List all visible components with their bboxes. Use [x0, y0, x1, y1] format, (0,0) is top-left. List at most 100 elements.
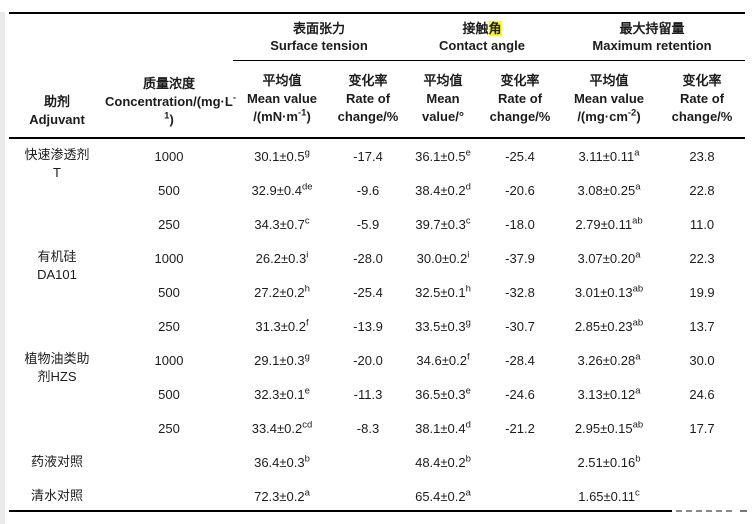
contact-angle-mean-value: 39.7±0.3c: [415, 215, 471, 232]
bottom-rule-faded-dashes: [676, 509, 736, 512]
contact-angle-rate-of-change: -37.9: [505, 250, 535, 266]
contact-angle-rate-of-change: -32.8: [505, 284, 535, 300]
concentration-value: 500: [158, 386, 180, 402]
adjuvant-name: 有机硅 DA101: [37, 249, 77, 282]
contact-angle-rate-of-change: -20.6: [505, 182, 535, 198]
subheader-surface-tension-rate: 变化率 Rate of change/%: [331, 60, 405, 139]
max-retention-mean-value: 3.13±0.12a: [577, 385, 641, 402]
max-retention-mean-value: 1.65±0.11c: [578, 487, 640, 504]
concentration-value: 1000: [154, 352, 184, 368]
table-row: 植物油类助 剂HZS 1000 29.1±0.3g -20.0 34.6±0.2f -28.…: [9, 343, 745, 384]
surface-tension-mean-value: 30.1±0.5g: [254, 147, 310, 164]
surface-tension-rate-of-change: -9.6: [356, 182, 380, 198]
surface-tension-rate-of-change: -17.4: [353, 148, 383, 164]
table-row: 500 32.3±0.1e -11.3 36.5±0.3e -24.6 3.13±0.12…: [9, 377, 745, 411]
contact-angle-mean-value: 38.4±0.2d: [415, 181, 471, 198]
surface-tension-mean-value: 32.3±0.1e: [254, 385, 310, 402]
adjuvant-properties-table: 助剂 Adjuvant 质量浓度 Concentration/(mg·L-1) …: [9, 12, 745, 513]
header-group-row: 助剂 Adjuvant 质量浓度 Concentration/(mg·L-1) …: [9, 13, 745, 139]
surface-tension-rate-of-change: -20.0: [353, 352, 383, 368]
surface-tension-rate-of-change: [331, 445, 405, 479]
table-row: 快速渗透剂 T 1000 30.1±0.5g -17.4 36.1±0.5e -25.4 3.…: [9, 138, 745, 180]
surface-tension-mean-value: 27.2±0.2h: [254, 283, 310, 300]
table-row: 500 27.2±0.2h -25.4 32.5±0.1h -32.8 3.01±0.13…: [9, 275, 745, 309]
table-row: 有机硅 DA101 1000 26.2±0.3i -28.0 30.0±0.2i -37.9…: [9, 241, 745, 282]
contact-angle-rate-of-change: -25.4: [505, 148, 535, 164]
contact-angle-rate-of-change: -24.6: [505, 386, 535, 402]
surface-tension-mean-value: 36.4±0.3b: [254, 453, 310, 470]
surface-tension-mean-value: 32.9±0.4de: [251, 181, 313, 198]
max-retention-mean-value: 3.01±0.13ab: [574, 283, 644, 300]
header-surface-tension-en: Surface tension: [270, 38, 368, 53]
max-retention-rate-of-change: 30.0: [689, 352, 715, 368]
table-bottom-rule: [9, 509, 747, 512]
concentration-value: 500: [158, 284, 180, 300]
max-retention-rate-of-change: 22.8: [689, 182, 715, 198]
surface-tension-rate-of-change: -25.4: [353, 284, 383, 300]
concentration-value: [105, 479, 233, 513]
header-adjuvant-zh: 助剂: [43, 94, 70, 109]
concentration-value: 250: [158, 216, 180, 232]
surface-tension-rate-of-change: -11.3: [353, 386, 383, 402]
contact-angle-rate-of-change: [481, 445, 559, 479]
max-retention-rate-of-change: 22.3: [689, 250, 715, 266]
header-group-contact-angle: 接触角 Contact angle: [405, 13, 559, 61]
surface-tension-mean-value: 26.2±0.3i: [255, 249, 309, 266]
surface-tension-rate-of-change: -13.9: [353, 318, 383, 334]
contact-angle-mean-value: 30.0±0.2i: [416, 249, 470, 266]
header-adjuvant-en: Adjuvant: [29, 112, 85, 127]
table-row: 药液对照 36.4±0.3b 48.4±0.2b 2.51±0.16b: [9, 445, 745, 479]
subheader-max-retention-mean: 平均值 Mean value/(mg·cm-2): [559, 60, 659, 139]
max-retention-mean-value: 2.79±0.11ab: [575, 215, 643, 232]
contact-angle-rate-of-change: -18.0: [505, 216, 535, 232]
contact-angle-mean-value: 65.4±0.2a: [415, 487, 471, 504]
concentration-value: [105, 445, 233, 479]
contact-angle-rate-of-change: [481, 479, 559, 513]
bottom-rule-solid-segment: [9, 509, 672, 512]
concentration-value: 500: [158, 182, 180, 198]
table-row: 250 31.3±0.2f -13.9 33.5±0.3g -30.7 2.85±0.23…: [9, 309, 745, 343]
max-retention-mean-value: 3.08±0.25a: [577, 181, 641, 198]
surface-tension-mean-value: 33.4±0.2cd: [251, 419, 313, 436]
contact-angle-rate-of-change: -28.4: [505, 352, 535, 368]
contact-angle-mean-value: 38.1±0.4d: [415, 419, 471, 436]
surface-tension-mean-value: 34.3±0.7c: [254, 215, 310, 232]
header-group-surface-tension: 表面张力 Surface tension: [233, 13, 405, 61]
bottom-rule-end-tick: [740, 509, 747, 512]
surface-tension-rate-of-change: -5.9: [356, 216, 380, 232]
max-retention-rate-of-change: 24.6: [689, 386, 715, 402]
contact-angle-rate-of-change: -30.7: [505, 318, 535, 334]
contact-angle-mean-value: 36.1±0.5e: [415, 147, 471, 164]
max-retention-mean-value: 2.85±0.23ab: [574, 317, 644, 334]
contact-angle-rate-of-change: -21.2: [505, 420, 535, 436]
header-contact-angle-zh: 接触角: [462, 21, 502, 36]
max-retention-rate-of-change: 17.7: [689, 420, 715, 436]
max-retention-mean-value: 3.07±0.20a: [577, 249, 641, 266]
surface-tension-mean-value: 31.3±0.2f: [255, 317, 309, 334]
max-retention-rate-of-change: [659, 479, 745, 513]
surface-tension-rate-of-change: -8.3: [356, 420, 380, 436]
concentration-value: 250: [158, 318, 180, 334]
concentration-value: 1000: [154, 250, 184, 266]
contact-angle-mean-value: 48.4±0.2b: [415, 453, 471, 470]
surface-tension-rate-of-change: -28.0: [353, 250, 383, 266]
contact-angle-mean-value: 33.5±0.3g: [415, 317, 471, 334]
max-retention-mean-value: 2.95±0.15ab: [574, 419, 644, 436]
header-concentration-zh: 质量浓度: [142, 76, 195, 91]
table-row: 250 34.3±0.7c -5.9 39.7±0.3c -18.0 2.79±0.11a…: [9, 207, 745, 241]
subheader-max-retention-rate: 变化率 Rate of change/%: [659, 60, 745, 139]
table-row: 清水对照 72.3±0.2a 65.4±0.2a 1.65±0.11c: [9, 479, 745, 513]
header-adjuvant: 助剂 Adjuvant: [9, 13, 105, 139]
max-retention-mean-value: 3.26±0.28a: [577, 351, 641, 368]
header-concentration: 质量浓度 Concentration/(mg·L-1): [105, 13, 236, 139]
adjuvant-name: 清水对照: [30, 488, 83, 503]
contact-angle-mean-value: 34.6±0.2f: [416, 351, 470, 368]
page-left-border: [0, 12, 5, 524]
concentration-value: 1000: [154, 148, 184, 164]
subheader-contact-angle-rate: 变化率 Rate of change/%: [481, 60, 559, 139]
header-max-retention-zh: 最大持留量: [619, 21, 685, 36]
surface-tension-rate-of-change: [331, 479, 405, 513]
max-retention-rate-of-change: 19.9: [689, 284, 715, 300]
header-contact-angle-en: Contact angle: [439, 38, 525, 53]
surface-tension-mean-value: 72.3±0.2a: [254, 487, 310, 504]
